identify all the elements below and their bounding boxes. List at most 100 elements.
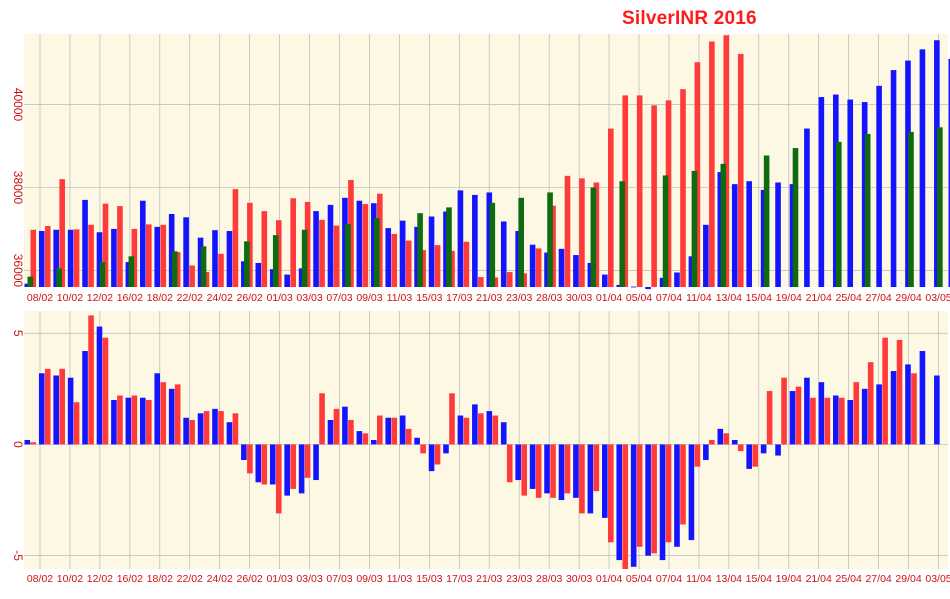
bar-blue (385, 418, 391, 445)
bar-red (74, 402, 80, 444)
bar-blue (284, 444, 290, 495)
x-tick-label: 17/03 (446, 292, 472, 304)
bar-red (680, 89, 686, 287)
x-tick-label: 15/03 (416, 573, 442, 585)
bar-red (305, 444, 311, 477)
bar-blue (111, 400, 117, 444)
bar-red (550, 444, 556, 497)
bar-blue (544, 444, 550, 493)
bar-blue (674, 444, 680, 546)
x-tick-label: 28/03 (536, 292, 562, 304)
bar-blue (559, 444, 565, 500)
bar-blue (718, 429, 724, 445)
bar-red (911, 373, 917, 444)
x-tick-label: 01/04 (596, 292, 622, 304)
bar-blue (487, 411, 493, 444)
bar-red (493, 416, 499, 445)
bar-green (619, 181, 625, 287)
bar-green (518, 198, 524, 287)
bar-blue (284, 275, 290, 287)
bar-blue (39, 231, 45, 287)
x-tick-label: 01/03 (266, 573, 292, 585)
bar-red (247, 444, 253, 473)
bar-blue (414, 438, 420, 445)
bar-red (709, 41, 715, 287)
bar-red (276, 444, 282, 513)
bar-blue (357, 201, 363, 287)
bar-blue (790, 391, 796, 444)
bar-blue (515, 444, 521, 480)
chart-title: SilverINR 2016 (622, 8, 757, 30)
bar-red (290, 198, 296, 287)
bar-green (201, 246, 207, 287)
bar-red (825, 398, 831, 445)
bar-red (31, 442, 37, 444)
bar-blue (400, 416, 406, 445)
bar-blue (68, 230, 74, 287)
x-tick-label: 11/04 (686, 573, 712, 585)
x-tick-label: 21/03 (476, 292, 502, 304)
bar-blue (559, 249, 565, 287)
bar-blue (212, 230, 218, 287)
bar-blue (458, 190, 464, 287)
bar-green (172, 251, 178, 287)
bar-red (507, 272, 513, 287)
bar-blue (775, 182, 781, 287)
x-tick-label: 24/02 (207, 292, 233, 304)
x-tick-label: 29/04 (895, 573, 921, 585)
x-tick-label: 18/02 (147, 292, 173, 304)
bar-red (868, 362, 874, 444)
x-tick-label: 16/02 (117, 292, 143, 304)
bar-red (882, 338, 888, 445)
x-tick-label: 08/02 (27, 292, 53, 304)
x-tick-label: 26/02 (237, 292, 263, 304)
x-tick-label: 08/02 (27, 573, 53, 585)
bar-blue (689, 444, 695, 540)
bar-blue (256, 263, 262, 287)
x-tick-label: 21/03 (476, 573, 502, 585)
bar-blue (328, 420, 334, 444)
bar-green (692, 171, 698, 287)
bar-green (273, 235, 279, 287)
bar-blue (847, 100, 853, 287)
bar-green (100, 262, 106, 287)
bar-blue (905, 364, 911, 444)
bar-blue (732, 184, 738, 287)
x-tick-label: 03/05 (925, 292, 950, 304)
bar-green (547, 192, 553, 287)
bar-red (319, 393, 325, 444)
bar-red (478, 277, 484, 287)
bar-blue (183, 217, 189, 287)
x-tick-label: 22/02 (177, 573, 203, 585)
bar-red (709, 440, 715, 444)
bar-red (233, 189, 239, 287)
bar-green (836, 142, 842, 287)
bar-blue (328, 205, 334, 287)
x-tick-label: 21/04 (806, 573, 832, 585)
bar-red (781, 378, 787, 445)
bar-green (28, 277, 34, 287)
bar-green (446, 207, 452, 287)
bar-red (160, 382, 166, 444)
bar-blue (847, 400, 853, 444)
bar-green (244, 241, 250, 287)
bar-green (302, 230, 308, 287)
bar-red (348, 420, 354, 444)
x-tick-label: 07/03 (326, 573, 352, 585)
x-tick-label: 01/03 (266, 292, 292, 304)
bar-blue (154, 227, 160, 287)
bar-blue (313, 211, 319, 287)
bar-blue (862, 389, 868, 445)
bar-red (88, 225, 94, 287)
bar-blue (775, 444, 781, 455)
bar-green (56, 268, 62, 287)
bar-red (897, 340, 903, 445)
bar-red (767, 391, 773, 444)
bar-green (490, 203, 496, 287)
bar-red (738, 444, 744, 451)
bar-red (637, 444, 643, 546)
bar-red (189, 420, 195, 444)
bar-red (218, 411, 224, 444)
bar-red (752, 444, 758, 466)
